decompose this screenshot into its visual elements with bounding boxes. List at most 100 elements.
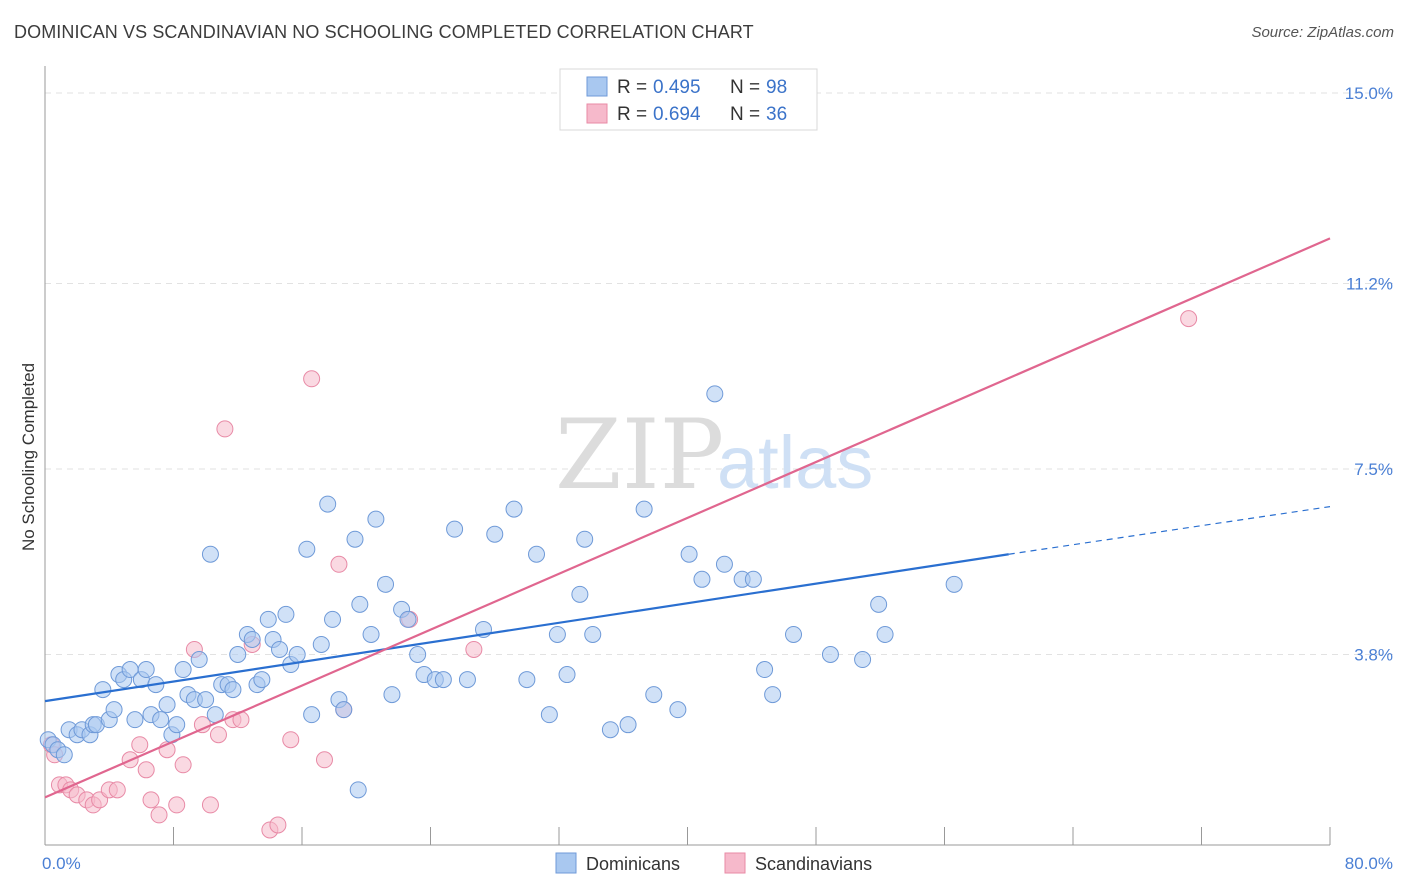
dominican-point [601,721,619,739]
dominican-point [105,701,123,719]
dominican-point [303,706,321,724]
axis-layer: 3.8% 7.5% 11.2% 15.0% 0.0% 80.0% [42,66,1393,873]
legend-r-label-1: R = [617,77,647,98]
dominican-point [870,595,888,613]
source-note: Source: ZipAtlas.com [1251,24,1394,41]
dominican-point [669,701,687,719]
x-tick-label: 80.0% [1345,854,1393,873]
legend-r-label-2: R = [617,104,647,125]
dominican-point [319,495,337,513]
scandinavian-point [269,816,287,834]
bottom-legend-swatch-dominicans [555,852,577,874]
dominican-point [876,625,894,643]
dominican-point [271,640,289,658]
dominican-point [277,605,295,623]
dominican-point [576,530,594,548]
watermark-zip: ZIP [555,399,724,511]
dominican-point [458,671,476,689]
dominican-point [645,686,663,704]
dominican-point [137,661,155,679]
legend-n-label-2: N = [730,104,760,125]
dominican-point [821,646,839,664]
dominican-point [635,500,653,518]
dominican-point [224,681,242,699]
dominican-point [312,635,330,653]
legend-r-value-1: 0.495 [653,77,701,98]
grid-layer [45,92,1393,656]
legend-swatch-scandinavians [586,103,608,124]
scandinavian-point [168,796,186,814]
dominican-point [785,625,803,643]
scandinavian-point [108,781,126,799]
dominican-point [744,570,762,588]
dominican-point [409,646,427,664]
dominican-point [197,691,215,709]
dominican-point [152,711,170,729]
scandinavian-point [465,640,483,658]
legend-n-value-1: 98 [766,77,787,98]
dominican-point [486,525,504,543]
scandinavian-point [1180,310,1198,328]
scandinavian-point [216,420,234,438]
dominican-point [229,646,247,664]
dominican-point [55,746,73,764]
dominicans-points [39,385,963,799]
dominican-point [528,545,546,563]
dominican-point [126,711,144,729]
scandinavians-trend-line [44,237,1331,799]
y-tick-label: 15.0% [1345,84,1393,103]
dominican-point [715,555,733,573]
legend-swatch-dominicans [586,76,608,97]
scandinavians-points [42,310,1198,839]
scandinavian-point [315,751,333,769]
dominican-point [680,545,698,563]
bottom-legend-dominicans: Dominicans [586,854,680,874]
y-tick-label: 7.5% [1354,460,1393,479]
dominican-point [362,625,380,643]
dominican-point [540,706,558,724]
watermark-atlas: atlas [717,421,873,504]
dominican-point [945,575,963,593]
dominican-point [434,671,452,689]
dominican-point [548,625,566,643]
dominican-point [367,510,385,528]
dominican-point [377,575,395,593]
dominican-point [706,385,724,403]
dominican-point [259,610,277,628]
dominican-point [158,696,176,714]
dominican-point [324,610,342,628]
bottom-legend-scandinavians: Scandinavians [755,854,872,874]
scandinavian-point [131,736,149,754]
dominican-point [518,671,536,689]
dominican-point [288,646,306,664]
scandinavian-point [174,756,192,774]
dominicans-trend-line [44,553,1009,703]
scandinavian-point [282,731,300,749]
dominican-point [94,681,112,699]
dominicans-trend-extension [1008,506,1331,555]
dominican-point [764,686,782,704]
dominican-point [854,651,872,669]
dominican-point [571,585,589,603]
dominican-point [346,530,364,548]
dominican-point [335,701,353,719]
dominican-point [693,570,711,588]
scandinavian-point [330,555,348,573]
dominican-point [756,661,774,679]
dominican-point [351,595,369,613]
legend-n-label-1: N = [730,77,760,98]
legend: R = 0.495 N = 98 R = 0.694 N = 36 [559,68,818,131]
scandinavian-point [142,791,160,809]
scandinavian-point [201,796,219,814]
dominican-point [349,781,367,799]
x-tick-label: 0.0% [42,854,81,873]
chart-title: DOMINICAN VS SCANDINAVIAN NO SCHOOLING C… [14,22,754,42]
legend-n-value-2: 36 [766,104,787,125]
dominican-point [558,666,576,684]
dominican-point [201,545,219,563]
scandinavian-point [303,370,321,388]
dominican-point [399,610,417,628]
dominican-point [243,630,261,648]
dominican-point [174,661,192,679]
